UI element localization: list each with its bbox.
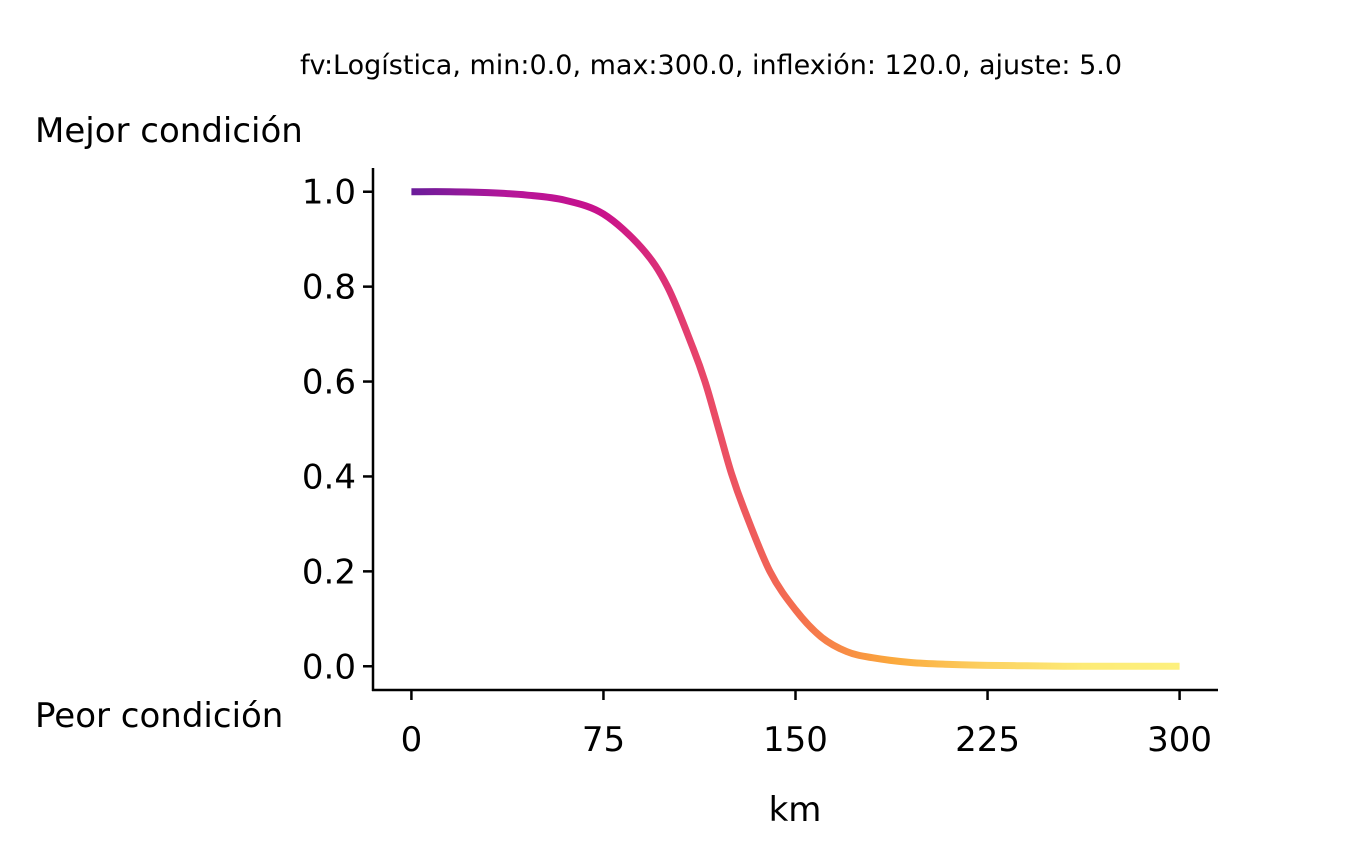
y-label-top: Mejor condición: [35, 111, 303, 151]
x-ticks: 0 75 150 225 300: [401, 690, 1212, 760]
y-tick-label: 0.6: [302, 363, 356, 403]
x-tick-label: 150: [763, 720, 828, 760]
x-tick-label: 225: [955, 720, 1020, 760]
y-label-bottom: Peor condición: [35, 696, 283, 736]
series-line: [411, 188, 1180, 670]
y-tick-label: 0.4: [302, 457, 356, 497]
y-tick-label: 0.2: [302, 552, 356, 592]
chart-title: fv:Logística, min:0.0, max:300.0, inflex…: [300, 50, 1122, 81]
x-tick-label: 75: [582, 720, 625, 760]
x-axis-label: km: [769, 790, 822, 830]
y-tick-label: 1.0: [302, 173, 356, 213]
x-tick-label: 300: [1147, 720, 1212, 760]
x-tick-label: 0: [401, 720, 423, 760]
y-ticks: 0.0 0.2 0.4 0.6 0.8 1.0: [302, 173, 373, 687]
y-tick-label: 0.0: [302, 647, 356, 687]
y-tick-label: 0.8: [302, 268, 356, 308]
